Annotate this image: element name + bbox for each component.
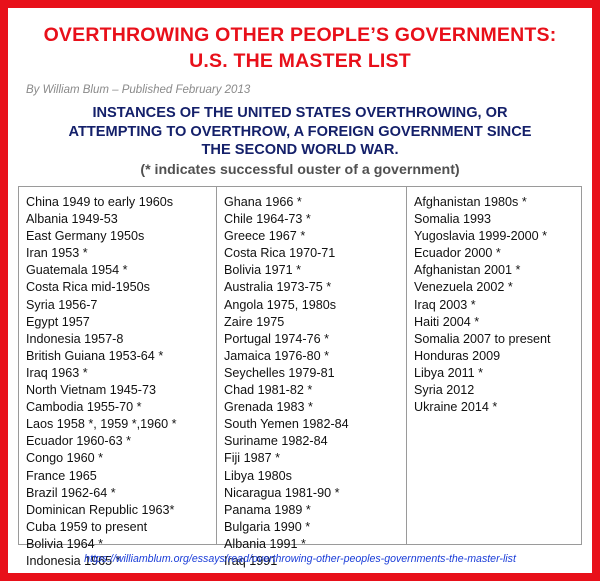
list-item: Dominican Republic 1963* (26, 502, 175, 517)
list-item: Somalia 1993 (414, 212, 492, 227)
list-item: Afghanistan 2001 * (414, 263, 521, 278)
instances-table: China 1949 to early 1960s Albania 1949-53… (18, 186, 582, 568)
list-item: Iraq 2003 * (414, 297, 476, 312)
source-link[interactable]: https://williamblum.org/essays/read/over… (84, 553, 516, 565)
list-item: Chad 1981-82 * (224, 383, 313, 398)
list-item: Zaire 1975 (224, 314, 285, 329)
list-item: Grenada 1983 * (224, 400, 313, 415)
section-heading-line-2: ATTEMPTING TO OVERTHROW, A FOREIGN GOVER… (68, 123, 532, 140)
list-item: Fiji 1987 * (224, 451, 281, 466)
list-item: British Guiana 1953-64 * (26, 348, 164, 363)
list-item: Seychelles 1979-81 (224, 365, 335, 380)
section-heading-line-1: INSTANCES OF THE UNITED STATES OVERTHROW… (92, 105, 508, 121)
list-item: Indonesia 1957-8 (26, 331, 124, 346)
list-item: China 1949 to early 1960s (26, 195, 174, 209)
list-item: Cuba 1959 to present (26, 519, 148, 534)
list-item: Ghana 1966 * (224, 195, 302, 209)
list-item: Bolivia 1971 * (224, 263, 302, 278)
list-item: South Yemen 1982-84 (224, 417, 349, 432)
list-item: Honduras 2009 (414, 348, 501, 363)
legend-note: (* indicates successful ouster of a gove… (140, 162, 460, 178)
list-item: Chile 1964-73 * (224, 212, 311, 227)
list-item: North Vietnam 1945-73 (26, 383, 156, 398)
list-item: Panama 1989 * (224, 502, 311, 517)
list-item: Guatemala 1954 * (26, 263, 128, 278)
byline: By William Blum – Published February 201… (26, 84, 251, 96)
list-item: Iraq 1963 * (26, 365, 88, 380)
list-item: Yugoslavia 1999-2000 * (414, 229, 548, 244)
list-item: East Germany 1950s (26, 229, 145, 244)
list-item: Suriname 1982-84 (224, 434, 328, 449)
list-item: Iran 1953 * (26, 246, 88, 261)
list-item: Greece 1967 * (224, 229, 306, 244)
section-heading: INSTANCES OF THE UNITED STATES OVERTHROW… (8, 104, 592, 160)
list-item: Angola 1975, 1980s (224, 297, 337, 312)
list-item: Costa Rica 1970-71 (224, 246, 336, 261)
list-item: Albania 1949-53 (26, 212, 118, 227)
list-item: Laos 1958 *, 1959 *,1960 * (26, 417, 177, 432)
list-item: Somalia 2007 to present (414, 331, 551, 346)
list-item: Syria 1956-7 (26, 297, 98, 312)
list-item: Ecuador 2000 * (414, 246, 501, 261)
list-item: Nicaragua 1981-90 * (224, 485, 340, 500)
list-item: Portugal 1974-76 * (224, 331, 330, 346)
list-item: Cambodia 1955-70 * (26, 400, 142, 415)
list-item: Bolivia 1964 * (26, 536, 104, 551)
list-item: Indonesia 1965 * (26, 553, 121, 568)
list-item: Jamaica 1976-80 * (224, 348, 330, 363)
list-item: Libya 2011 * (414, 365, 484, 380)
list-item: Afghanistan 1980s * (414, 195, 527, 209)
column-1: China 1949 to early 1960s Albania 1949-53… (19, 187, 217, 568)
list-item: Venezuela 2002 * (414, 280, 513, 295)
list-item: Costa Rica mid-1950s (26, 280, 150, 295)
page-title-line-1: OVERTHROWING OTHER PEOPLE’S GOVERNMENTS: (43, 24, 557, 46)
list-item: Albania 1991 * (224, 536, 306, 551)
list-item: Bulgaria 1990 * (224, 519, 311, 534)
list-item: Haiti 2004 * (414, 314, 480, 329)
page-title-line-2: U.S. THE MASTER LIST (189, 50, 411, 72)
list-item: France 1965 (26, 468, 97, 483)
list-item: Brazil 1962-64 * (26, 485, 116, 500)
column-3: Afghanistan 1980s * Somalia 1993 Yugoslavi… (407, 187, 581, 544)
list-item: Ecuador 1960-63 * (26, 434, 132, 449)
list-item: Ukraine 2014 * (414, 400, 498, 415)
list-item: Egypt 1957 (26, 314, 90, 329)
list-item: Iraq 1991 (224, 553, 278, 568)
column-2: Ghana 1966 * Chile 1964-73 * Greece 1967 *… (217, 187, 407, 568)
list-item: Libya 1980s (224, 468, 292, 483)
section-heading-line-3: THE SECOND WORLD WAR. (201, 142, 399, 158)
list-item: Syria 2012 (414, 383, 475, 398)
list-item: Australia 1973-75 * (224, 280, 332, 295)
list-item: Congo 1960 * (26, 451, 104, 466)
